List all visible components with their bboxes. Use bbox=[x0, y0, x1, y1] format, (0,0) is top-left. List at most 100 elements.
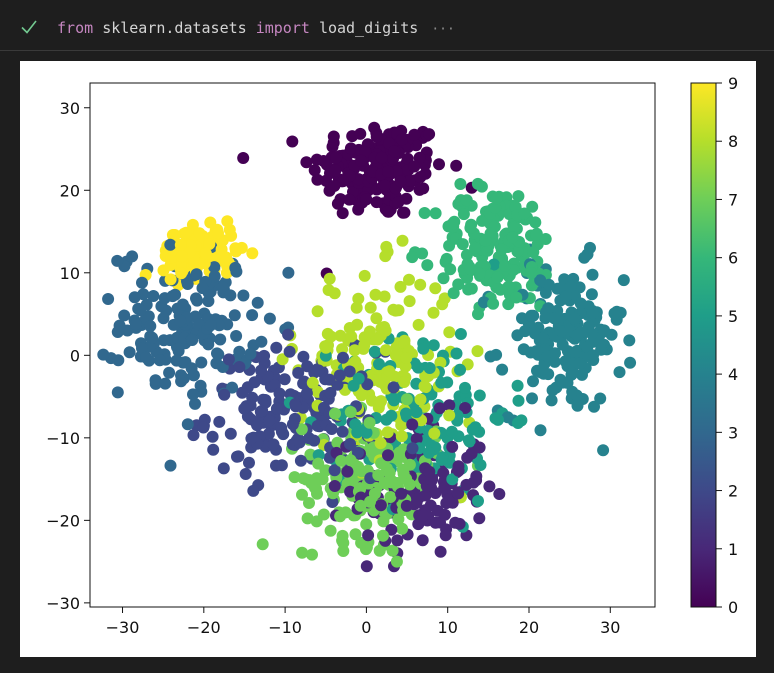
scatter-point-8 bbox=[379, 344, 392, 357]
scatter-point-9 bbox=[175, 267, 188, 280]
scatter-point-6 bbox=[530, 228, 543, 241]
scatter-point-7 bbox=[334, 510, 347, 523]
scatter-point-6 bbox=[460, 249, 473, 261]
x-axis: −30 −20 −10 0 10 20 30 bbox=[106, 607, 620, 637]
scatter-point-1 bbox=[452, 487, 465, 500]
colorbar-tick-label: 4 bbox=[728, 365, 738, 384]
scatter-point-7 bbox=[349, 528, 362, 541]
scatter-point-2 bbox=[218, 388, 231, 401]
scatter-point-1 bbox=[434, 545, 447, 558]
scatter-point-1 bbox=[410, 432, 423, 445]
scatter-point-3 bbox=[111, 254, 124, 267]
scatter-point-1 bbox=[406, 418, 419, 431]
scatter-point-8 bbox=[375, 395, 387, 408]
scatter-point-8 bbox=[379, 250, 392, 263]
scatter-point-3 bbox=[111, 326, 124, 338]
scatter-point-4 bbox=[624, 356, 637, 369]
scatter-point-7 bbox=[355, 536, 368, 549]
scatter-point-0 bbox=[408, 128, 421, 141]
scatter-point-1 bbox=[411, 492, 424, 505]
scatter-point-8 bbox=[311, 305, 324, 318]
scatter-point-2 bbox=[259, 394, 272, 406]
scatter-point-5 bbox=[360, 426, 373, 439]
scatter-point-6 bbox=[491, 271, 504, 284]
scatter-point-8 bbox=[306, 376, 319, 389]
scatter-point-9 bbox=[246, 247, 259, 260]
scatter-point-5 bbox=[492, 413, 504, 426]
scatter-point-3 bbox=[202, 295, 215, 308]
scatter-point-0 bbox=[382, 165, 394, 178]
scatter-point-4 bbox=[623, 334, 636, 347]
scatter-point-8 bbox=[414, 393, 427, 406]
x-tick-label: 0 bbox=[361, 618, 371, 637]
scatter-point-0 bbox=[327, 130, 340, 143]
scatter-point-8 bbox=[428, 427, 441, 440]
scatter-point-5 bbox=[427, 339, 440, 352]
scatter-point-6 bbox=[457, 208, 470, 221]
scatter-point-3 bbox=[153, 354, 166, 367]
scatter-point-9 bbox=[229, 242, 242, 255]
scatter-point-7 bbox=[375, 457, 388, 470]
scatter-point-4 bbox=[556, 376, 569, 389]
scatter-point-1 bbox=[344, 485, 357, 498]
scatter-point-0 bbox=[370, 130, 383, 143]
scatter-point-2 bbox=[207, 443, 220, 456]
scatter-point-2 bbox=[282, 328, 295, 341]
scatter-point-4 bbox=[564, 280, 577, 293]
scatter-point-8 bbox=[276, 353, 289, 366]
scatter-point-3 bbox=[174, 314, 187, 327]
scatter-point-2 bbox=[187, 429, 200, 442]
scatter-point-2 bbox=[263, 414, 276, 427]
scatter-point-2 bbox=[206, 430, 219, 443]
scatter-point-0 bbox=[450, 159, 463, 172]
scatter-point-6 bbox=[487, 297, 500, 310]
scatter-point-2 bbox=[293, 436, 306, 449]
scatter-point-5 bbox=[466, 423, 479, 436]
scatter-point-4 bbox=[549, 347, 561, 360]
scatter-point-8 bbox=[350, 301, 363, 314]
scatter-point-8 bbox=[334, 329, 347, 342]
scatter-point-2 bbox=[308, 434, 321, 447]
scatter-point-1 bbox=[438, 508, 451, 521]
scatter-point-0 bbox=[317, 155, 330, 167]
scatter-point-7 bbox=[377, 515, 390, 528]
scatter-point-9 bbox=[203, 238, 216, 250]
scatter-point-3 bbox=[185, 362, 198, 375]
code-cell-header[interactable]: from sklearn.datasets import load_digits… bbox=[0, 0, 774, 51]
scatter-point-0 bbox=[370, 196, 383, 209]
scatter-point-7 bbox=[296, 488, 308, 501]
scatter-point-4 bbox=[539, 312, 552, 325]
scatter-point-3 bbox=[237, 289, 250, 302]
scatter-point-5 bbox=[450, 347, 463, 360]
scatter-point-8 bbox=[443, 326, 456, 339]
scatter-point-3 bbox=[166, 290, 179, 303]
scatter-point-4 bbox=[525, 309, 538, 322]
code-keyword-from: from bbox=[57, 19, 94, 37]
code-line[interactable]: from sklearn.datasets import load_digits… bbox=[20, 16, 455, 42]
scatter-point-5 bbox=[487, 258, 500, 271]
y-tick-label: 10 bbox=[60, 264, 80, 283]
scatter-point-3 bbox=[164, 459, 177, 472]
scatter-point-3 bbox=[282, 266, 295, 279]
scatter-point-3 bbox=[204, 319, 217, 332]
scatter-point-1 bbox=[461, 451, 474, 464]
scatter-point-1 bbox=[395, 487, 408, 500]
scatter-point-0 bbox=[375, 151, 388, 164]
scatter-point-8 bbox=[364, 301, 377, 314]
ellipsis-icon[interactable]: ··· bbox=[431, 22, 455, 37]
scatter-point-9 bbox=[186, 218, 199, 231]
scatter-point-6 bbox=[526, 200, 539, 213]
scatter-point-2 bbox=[324, 386, 337, 399]
scatter-point-6 bbox=[507, 221, 520, 234]
scatter-point-2 bbox=[292, 366, 305, 379]
scatter-point-1 bbox=[449, 516, 462, 529]
scatter-point-6 bbox=[456, 238, 469, 251]
scatter-point-6 bbox=[421, 259, 434, 272]
colorbar-tick-label: 1 bbox=[728, 540, 738, 559]
scatter-point-8 bbox=[324, 330, 337, 343]
scatter-point-9 bbox=[225, 229, 238, 242]
scatter-point-9 bbox=[198, 257, 211, 270]
scatter-point-0 bbox=[408, 160, 421, 173]
scatter-point-0 bbox=[423, 128, 436, 141]
scatter-point-6 bbox=[518, 207, 531, 220]
